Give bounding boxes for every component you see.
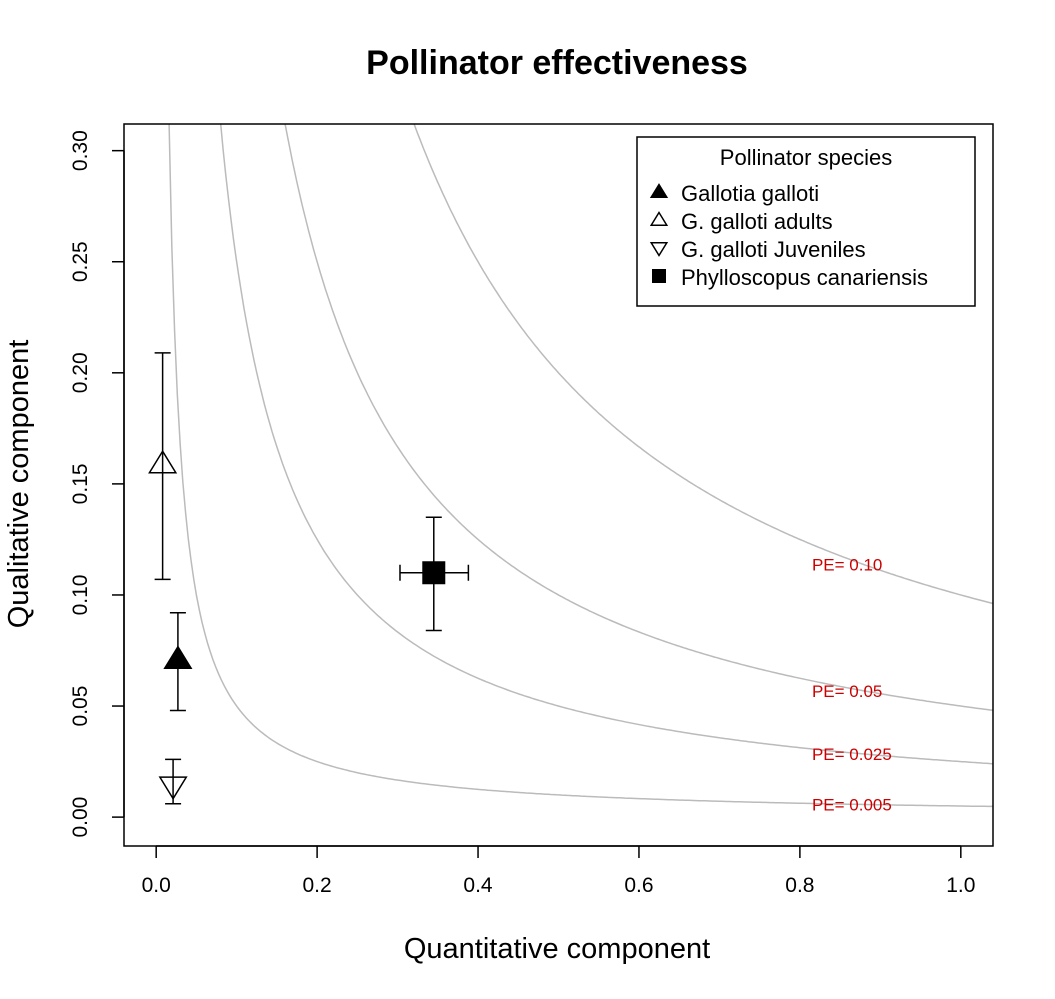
- point-marker: [148, 449, 178, 474]
- legend-item: G. galloti adults: [649, 209, 833, 234]
- point-marker: [163, 645, 193, 669]
- y-tick-label: 0.15: [69, 463, 92, 504]
- legend-items: Gallotia galloti G. galloti adults G. gall…: [649, 181, 928, 290]
- legend-marker: [649, 211, 669, 226]
- x-axis-label: Quantitative component: [404, 933, 710, 965]
- isocline-curve: [284, 123, 994, 712]
- x-tick-label: 0.0: [142, 874, 171, 897]
- y-tick-label: 0.10: [69, 575, 92, 616]
- data-point: [163, 611, 193, 712]
- isocline-curve: [168, 123, 993, 808]
- legend: Pollinator species Gallotia galloti G. ga…: [636, 136, 976, 307]
- legend-marker: [649, 242, 669, 257]
- y-tick-label: 0.00: [69, 797, 92, 838]
- legend-item: G. galloti Juveniles: [649, 237, 866, 262]
- x-tick-label: 0.8: [785, 874, 814, 897]
- isocline-label: PE= 0.025: [812, 745, 892, 764]
- point-marker: [422, 561, 446, 585]
- chart-title: Pollinator effectiveness: [366, 44, 748, 82]
- legend-label: Gallotia galloti: [681, 181, 819, 206]
- x-tick-label: 0.2: [303, 874, 332, 897]
- isocline-curve: [413, 123, 994, 605]
- legend-marker: [652, 269, 666, 283]
- data-point: [158, 758, 188, 805]
- legend-item: Phylloscopus canariensis: [652, 265, 928, 290]
- data-point: [148, 352, 178, 581]
- legend-title: Pollinator species: [720, 145, 892, 170]
- legend-item: Gallotia galloti: [649, 181, 819, 206]
- legend-box: [636, 136, 976, 307]
- y-tick-label: 0.30: [69, 130, 92, 171]
- x-tick-label: 1.0: [946, 874, 975, 897]
- y-tick-label: 0.25: [69, 241, 92, 282]
- legend-label: G. galloti adults: [681, 209, 833, 234]
- legend-label: G. galloti Juveniles: [681, 237, 866, 262]
- y-tick-label: 0.20: [69, 352, 92, 393]
- isocline-curves: PE= 0.10 PE= 0.05 PE= 0.025 PE= 0.005: [168, 123, 994, 814]
- legend-marker: [649, 183, 669, 198]
- x-tick-label: 0.6: [624, 874, 653, 897]
- isocline-label: PE= 0.005: [812, 795, 892, 814]
- y-tick-label: 0.05: [69, 686, 92, 727]
- isocline-label: PE= 0.10: [812, 556, 882, 575]
- y-axis: 0.00 0.05 0.10 0.15 0.20 0.25 0.30: [69, 130, 125, 838]
- legend-label: Phylloscopus canariensis: [681, 265, 928, 290]
- point-marker: [158, 776, 188, 801]
- isocline-label: PE= 0.05: [812, 682, 882, 701]
- isocline-curve: [219, 123, 994, 765]
- data-point: [399, 516, 470, 632]
- data-points: [148, 352, 470, 805]
- x-tick-label: 0.4: [463, 874, 493, 897]
- x-axis: 0.0 0.2 0.4 0.6 0.8 1.0: [142, 845, 975, 897]
- y-axis-label: Qualitative component: [3, 340, 35, 629]
